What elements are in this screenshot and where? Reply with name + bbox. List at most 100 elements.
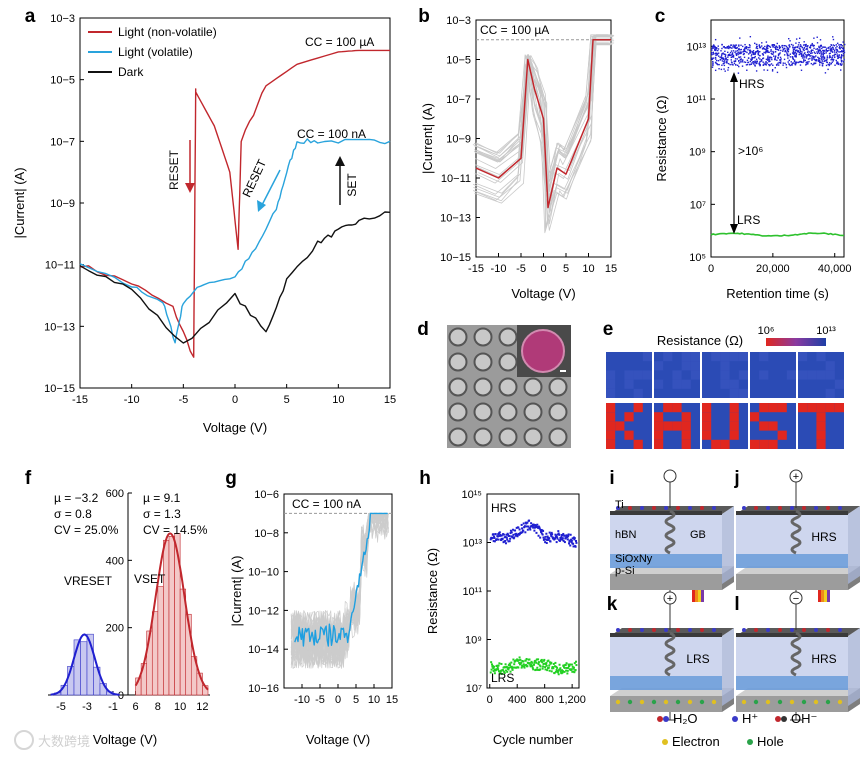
- panel-c-hrs-point: [772, 45, 774, 48]
- panel-c-hrs-point: [735, 54, 738, 57]
- panel-c-hrs-point: [830, 59, 832, 61]
- panel-e-pixel: [729, 388, 739, 398]
- panel-c-hrs-point: [820, 50, 822, 53]
- panel-c-hrs-point: [730, 54, 732, 56]
- panel-c-hrs-point: [715, 52, 717, 55]
- panel-f-xtick-label: -5: [56, 701, 66, 713]
- panel-c-hrs-point: [836, 61, 839, 63]
- panel-c-hrs-point: [806, 61, 808, 63]
- panel-c-hrs-point: [810, 50, 813, 53]
- panel-h-hrs-point: [523, 525, 526, 528]
- panel-c-hrs-point: [832, 60, 834, 62]
- panel-f-set-bar: [157, 586, 164, 696]
- panel-h-lrs-point: [517, 659, 520, 662]
- panel-c-hrs-point: [725, 57, 727, 59]
- panel-c-hrs-point: [814, 56, 816, 58]
- panel-c-hrs-point: [749, 45, 751, 47]
- panel-c-hrs-point: [764, 45, 766, 48]
- panel-h-hrs-point: [544, 535, 547, 538]
- panel-c-hrs-point: [721, 53, 723, 55]
- panel-c-hrs-point: [794, 63, 797, 65]
- panel-f-set-bar: [185, 613, 192, 696]
- panel-c-hrs-point: [752, 52, 754, 55]
- panel-h-hrs-point: [500, 534, 503, 537]
- panel-c-hrs-point: [814, 62, 817, 64]
- panel-c-hrs-point: [711, 66, 714, 68]
- panel-h-hrs-point: [556, 537, 559, 540]
- panel-c-hrs-point: [798, 41, 800, 44]
- panel-c-hrs-point: [757, 50, 759, 52]
- panel-h-hrs-point: [537, 526, 540, 529]
- panel-h-lrs-point: [512, 666, 515, 669]
- panel-c-hrs-point: [776, 48, 778, 51]
- panel-d-device: [523, 402, 543, 422]
- panel-l-source-icon: [789, 591, 803, 605]
- panel-c-hrs-point: [738, 62, 741, 64]
- panel-e-pixel: [654, 361, 664, 371]
- panel-c-hrs-point: [808, 54, 810, 56]
- panel-h-hrs-point: [532, 523, 535, 526]
- panel-e-pixel-on: [624, 412, 634, 422]
- panel-c-hrs-point: [787, 47, 790, 50]
- panel-e-pixel-on: [768, 421, 778, 431]
- panel-c-hrs-point: [808, 51, 811, 53]
- panel-h-hrs-point: [534, 526, 537, 529]
- panel-h-hrs-point: [569, 533, 572, 536]
- panel-c-hrs-point: [757, 52, 760, 54]
- panel-c-hrs-point: [827, 68, 829, 71]
- panel-c-hrs-point: [769, 56, 771, 58]
- panel-c-hrs-point: [778, 53, 781, 55]
- panel-h-lrs-point: [539, 668, 542, 671]
- panel-c-hrs-point: [843, 48, 845, 51]
- panel-c-hrs-point: [843, 49, 845, 52]
- panel-c-hrs-point: [759, 54, 761, 57]
- panel-h-hrs-point: [489, 538, 492, 541]
- panel-e-pixel-on: [816, 403, 826, 413]
- panel-h-lrs-point: [543, 662, 546, 665]
- panel-c-hrs-point: [755, 58, 758, 61]
- panel-c-hrs-point: [833, 51, 836, 53]
- panel-c-hrs-point: [781, 44, 784, 47]
- panel-c-hrs-point: [819, 58, 821, 60]
- panel-b-red-cycle: [475, 39, 611, 209]
- panel-l-charge: [813, 699, 819, 705]
- panel-c-hrs-point: [754, 65, 756, 67]
- panel-h-lrs-point: [563, 666, 566, 669]
- panel-f-letter: f: [25, 468, 32, 489]
- panel-c-hrs-point: [819, 39, 822, 41]
- panel-a-cc-low: CC = 100 nA: [297, 127, 366, 141]
- panel-c-hrs-point: [724, 58, 727, 60]
- panel-k-charge: [651, 699, 657, 705]
- panel-c-hrs-point: [821, 65, 824, 67]
- panel-e-pixel-on: [615, 421, 625, 431]
- panel-a-reset-arrow-head: [185, 183, 195, 193]
- panel-h-lrs-point: [567, 663, 570, 666]
- panel-c-hrs-point: [768, 51, 770, 54]
- panel-a-ytick-label: 10−5: [50, 75, 75, 87]
- panel-c-hrs-point: [811, 44, 813, 46]
- panel-c-hrs-point: [759, 46, 761, 49]
- panel-e-pixel-on: [807, 403, 817, 413]
- panel-h-hrs-point: [515, 532, 518, 535]
- panel-c-hrs-point: [815, 58, 818, 61]
- panel-h-hrs-point: [520, 523, 523, 526]
- panel-h-lrs-point: [492, 670, 495, 673]
- panel-c-hrs-point: [813, 51, 816, 53]
- panel-c-hrs-point: [765, 64, 768, 66]
- panel-c-hrs-point: [786, 46, 788, 49]
- panel-c-hrs-point: [743, 61, 745, 63]
- panel-c-hrs-point: [819, 49, 822, 52]
- panel-h-lrs-point: [506, 666, 509, 669]
- panel-c-hrs-point: [768, 60, 770, 63]
- panel-c-hrs-point: [711, 45, 714, 47]
- panel-b-gray-cycle: [472, 43, 608, 231]
- panel-c-hrs-point: [829, 56, 831, 58]
- panel-c-hrs-point: [828, 47, 830, 49]
- panel-i-source-icon: [663, 469, 677, 483]
- panel-c-hrs-point: [723, 64, 726, 67]
- panel-c-hrs-point: [716, 52, 718, 55]
- panel-i-molecule: [676, 506, 680, 510]
- panel-c-hrs-point: [778, 61, 780, 64]
- panel-c-hrs-point: [730, 50, 733, 52]
- panel-c-hrs-point: [763, 69, 765, 71]
